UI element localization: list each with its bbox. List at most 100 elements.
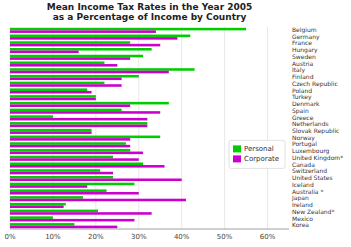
x-tick-label: 20% [88,233,104,241]
y-tick-label: Finland [292,73,314,80]
bar [10,41,130,44]
x-tick-label: 60% [260,233,276,241]
y-tick-label: Portugal [292,140,317,148]
bar [10,115,53,118]
legend-box [229,140,285,168]
bar [10,118,147,121]
y-tick-label: Austria [292,60,314,67]
bar [10,210,98,213]
y-tick-label: Denmark [292,100,320,107]
bar [10,48,152,51]
bar [10,196,83,199]
bar [10,179,182,182]
bar [10,149,130,152]
bar [10,44,160,47]
bar [10,176,113,179]
bar [10,172,113,175]
bar [10,98,96,101]
y-tick-label: United Kingdom* [292,154,343,162]
bar [10,82,104,85]
chart: Mean Income Tax Rates in the Year 2005as… [0,0,351,247]
bar [10,205,64,208]
y-tick-label: United States [292,174,333,181]
y-tick-label: Belgium [292,26,317,34]
bar [10,162,143,165]
bar [10,51,79,54]
y-tick-label: France [292,39,312,46]
y-tick-label: Turkey [291,93,312,101]
bar [10,88,87,91]
x-axis-line [10,229,289,230]
x-tick-label: 40% [174,233,190,241]
bar [10,95,96,98]
bar [10,189,107,192]
x-tick-label: 50% [217,233,233,241]
y-tick-label: Sweden [292,53,316,60]
bar [10,226,117,229]
y-tick-label: Korea [292,221,309,228]
x-tick-label: 10% [45,233,61,241]
x-tick-label: 0% [4,233,15,241]
bar [10,71,169,74]
y-tick-label: Japan [291,194,309,202]
bar [10,84,122,87]
bars [10,28,246,228]
bar [10,75,139,78]
y-tick-label: New Zealand* [292,208,334,215]
bar [10,68,195,71]
bar [10,129,92,132]
bar [10,55,143,58]
y-tick-label: Czech Republic [292,80,338,88]
y-tick-label: Norway [292,134,315,142]
x-tick-label: 30% [131,233,147,241]
bar [10,28,246,31]
bar [10,109,122,112]
bar [10,152,143,155]
legend-label: Corporate [244,155,279,163]
bar [10,131,92,134]
bar [10,192,139,195]
bar [10,136,160,139]
bar [10,91,92,94]
legend: Personal Corporate [229,140,285,168]
bar [10,30,156,33]
bar [10,37,177,40]
bar [10,185,87,188]
bar [10,145,130,148]
bar [10,156,113,159]
y-tick-label: Germany [292,33,320,41]
bar [10,61,104,64]
bar [10,138,130,141]
legend-swatch [233,145,241,152]
legend-label: Personal [244,145,274,153]
bar [10,216,53,219]
y-tick-label: Luxembourg [292,147,330,155]
bar [10,125,147,128]
y-tick-label: Greece [292,114,314,121]
y-tick-label: Slovak Republic [292,127,339,135]
grid [10,27,268,229]
y-tick-label: Canada [292,161,315,168]
y-tick-label: Switzerland [292,167,327,174]
bar [10,158,139,161]
legend-swatch [233,155,241,162]
bar [10,199,186,202]
y-tick-label: Italy [292,66,305,74]
title: Mean Income Tax Rates in the Year 2005as… [47,2,253,22]
bar [10,57,130,60]
bar [10,219,134,222]
bar [10,111,160,114]
y-tick-label: Hungary [292,46,318,54]
grid-line [267,27,268,229]
bar [10,142,126,145]
bar [10,169,100,172]
bar [10,78,122,81]
bar [10,203,66,206]
bar [10,35,190,38]
bar [10,122,147,125]
y-tick-label: Iceland [292,181,314,188]
bar [10,212,152,215]
y-tick-label: Poland [292,87,312,94]
y-tick-label: Netherlands [292,120,329,127]
bar [10,104,130,107]
